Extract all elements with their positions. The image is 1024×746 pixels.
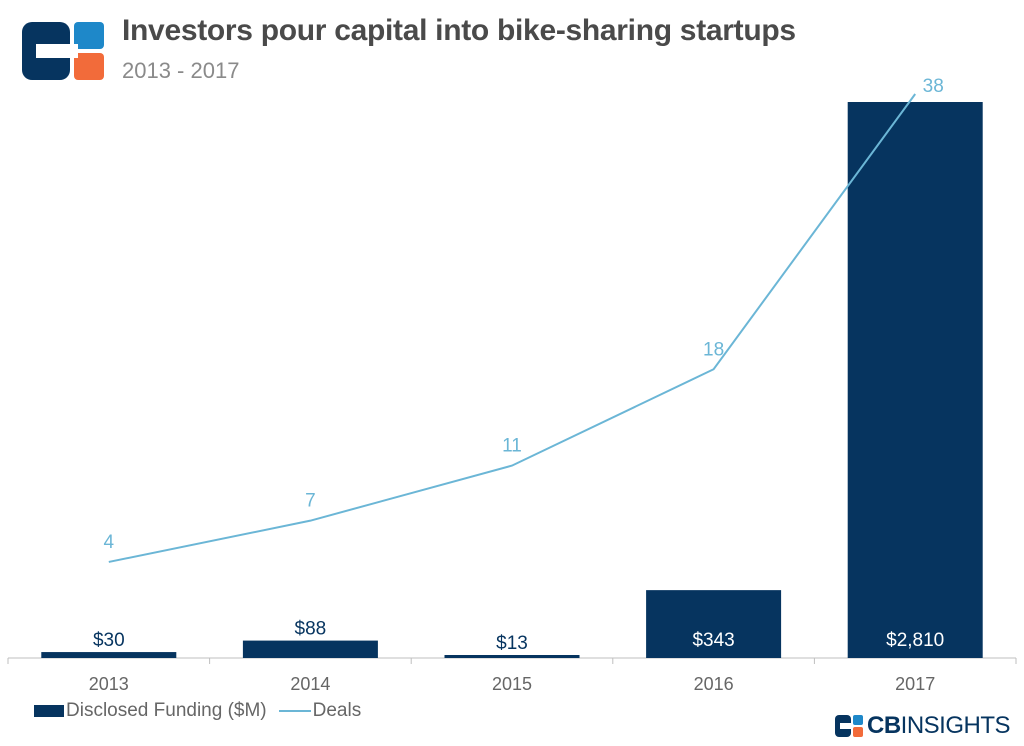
cb-insights-mark-icon [834, 715, 863, 737]
bar-label-2017: $2,810 [886, 630, 944, 651]
deals-line [108, 93, 917, 563]
x-tick-label-2015: 2015 [492, 674, 532, 694]
bar-2017 [847, 102, 983, 658]
brand-name: CBINSIGHTS [866, 712, 1011, 740]
bar-label-2015: $13 [496, 633, 528, 654]
x-tick-label-2017: 2017 [895, 674, 935, 694]
bar-label-2016: $343 [692, 630, 734, 651]
chart-title: Investors pour capital into bike-sharing… [122, 14, 796, 47]
bar-2016 [646, 590, 782, 658]
deals-label-2017: 38 [923, 76, 944, 97]
bar-2015 [444, 655, 580, 658]
legend-swatch-funding [34, 705, 64, 717]
legend-label-deals: Deals [312, 700, 362, 721]
x-tick-label-2013: 2013 [89, 674, 129, 694]
deals-label-2014: 7 [305, 491, 316, 512]
brand-name-light: INSIGHTS [900, 712, 1011, 739]
x-tick-label-2014: 2014 [290, 674, 330, 694]
bar-label-2013: $30 [93, 630, 125, 651]
legend-swatch-deals [278, 710, 311, 712]
deals-label-2015: 11 [502, 436, 522, 457]
brand-name-bold: CB [866, 712, 901, 739]
deals-label-2016: 18 [703, 339, 724, 360]
x-tick-label-2016: 2016 [694, 674, 734, 694]
brand-footer: CBINSIGHTS [834, 712, 1011, 740]
bar-2014 [242, 640, 378, 658]
deals-label-2013: 4 [104, 532, 115, 553]
legend: Disclosed Funding ($M) Deals [34, 700, 361, 722]
chart-subtitle: 2013 - 2017 [122, 58, 240, 83]
bar-2013 [41, 652, 177, 658]
bar-label-2014: $88 [295, 619, 327, 640]
legend-label-funding: Disclosed Funding ($M) [66, 700, 267, 721]
cb-insights-logo-icon [22, 22, 104, 80]
